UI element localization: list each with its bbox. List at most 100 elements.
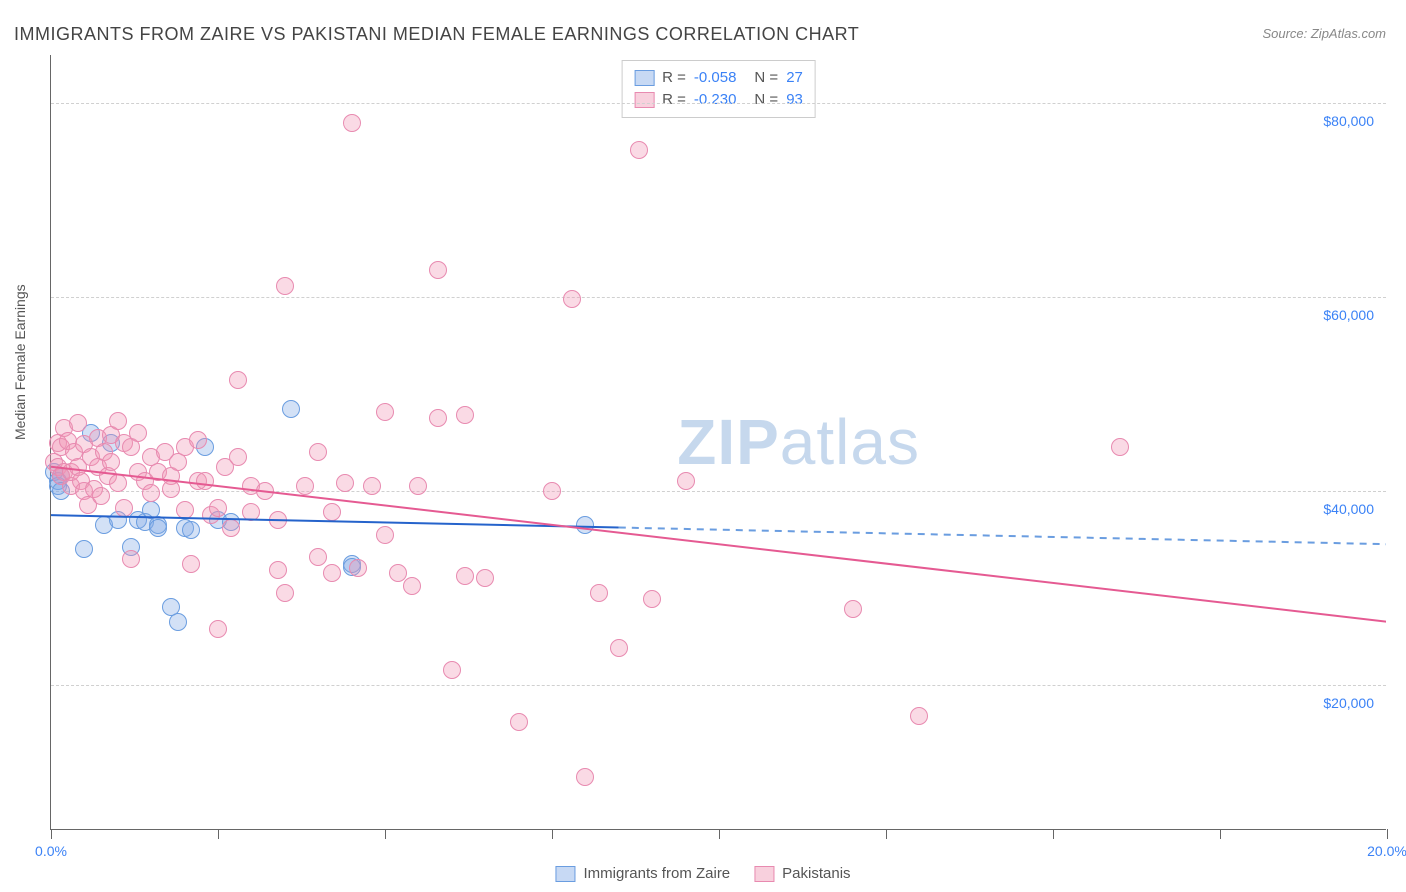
scatter-point	[476, 569, 494, 587]
scatter-point	[142, 484, 160, 502]
scatter-point	[403, 577, 421, 595]
scatter-point	[222, 519, 240, 537]
series-legend: Immigrants from Zaire Pakistanis	[555, 865, 850, 882]
scatter-point	[169, 613, 187, 631]
legend-label: Immigrants from Zaire	[583, 865, 730, 882]
scatter-point	[443, 661, 461, 679]
gridline	[51, 297, 1386, 298]
x-tick-mark	[1053, 829, 1054, 839]
scatter-point	[363, 477, 381, 495]
scatter-point	[309, 443, 327, 461]
x-tick-mark	[1220, 829, 1221, 839]
x-tick-mark	[218, 829, 219, 839]
scatter-point	[630, 141, 648, 159]
scatter-point	[196, 472, 214, 490]
legend-swatch	[634, 70, 654, 86]
stat-label: R =	[662, 67, 686, 89]
scatter-point	[610, 639, 628, 657]
x-tick-mark	[719, 829, 720, 839]
scatter-point	[115, 499, 133, 517]
y-tick-label: $20,000	[1323, 695, 1374, 711]
scatter-point	[576, 516, 594, 534]
scatter-point	[229, 448, 247, 466]
scatter-point	[149, 519, 167, 537]
scatter-point	[162, 480, 180, 498]
legend-swatch	[555, 866, 575, 882]
scatter-point	[543, 482, 561, 500]
x-tick-mark	[552, 829, 553, 839]
scatter-point	[102, 453, 120, 471]
y-tick-label: $40,000	[1323, 501, 1374, 517]
scatter-point	[456, 406, 474, 424]
scatter-point	[677, 472, 695, 490]
gridline	[51, 103, 1386, 104]
x-tick-mark	[51, 829, 52, 839]
scatter-point	[409, 477, 427, 495]
stat-r-value: -0.230	[694, 89, 737, 111]
scatter-point	[276, 277, 294, 295]
y-tick-label: $80,000	[1323, 113, 1374, 129]
scatter-point	[129, 424, 147, 442]
scatter-point	[844, 600, 862, 618]
scatter-point	[309, 548, 327, 566]
legend-swatch	[634, 92, 654, 108]
legend-item: Immigrants from Zaire	[555, 865, 730, 882]
x-tick-label: 20.0%	[1367, 843, 1406, 859]
scatter-point	[282, 400, 300, 418]
stat-label: R =	[662, 89, 686, 111]
legend-stats-row: R = -0.230N = 93	[634, 89, 803, 111]
scatter-point	[343, 114, 361, 132]
scatter-point	[376, 526, 394, 544]
scatter-point	[429, 409, 447, 427]
scatter-point	[276, 584, 294, 602]
scatter-point	[176, 501, 194, 519]
stat-label: N =	[754, 89, 778, 111]
scatter-point	[75, 540, 93, 558]
trend-lines	[51, 55, 1386, 829]
scatter-point	[256, 482, 274, 500]
scatter-point	[189, 431, 207, 449]
stat-r-value: -0.058	[694, 67, 737, 89]
scatter-point	[92, 487, 110, 505]
scatter-point	[269, 511, 287, 529]
legend-stats-row: R = -0.058 N = 27	[634, 67, 803, 89]
legend-label: Pakistanis	[782, 865, 850, 882]
stat-n-value: 27	[786, 67, 803, 89]
scatter-point	[209, 620, 227, 638]
gridline	[51, 685, 1386, 686]
scatter-point	[910, 707, 928, 725]
stat-label: N =	[754, 67, 778, 89]
x-tick-label: 0.0%	[35, 843, 67, 859]
scatter-point	[109, 474, 127, 492]
y-tick-label: $60,000	[1323, 307, 1374, 323]
scatter-point	[69, 414, 87, 432]
watermark: ZIPatlas	[677, 405, 920, 479]
scatter-point	[456, 567, 474, 585]
y-axis-label: Median Female Earnings	[12, 284, 28, 440]
stats-legend: R = -0.058N = 27R = -0.230N = 93	[621, 60, 816, 118]
scatter-point	[323, 503, 341, 521]
scatter-point	[122, 550, 140, 568]
scatter-point	[429, 261, 447, 279]
scatter-point	[182, 555, 200, 573]
scatter-point	[182, 521, 200, 539]
scatter-point	[1111, 438, 1129, 456]
scatter-point	[296, 477, 314, 495]
scatter-point	[563, 290, 581, 308]
scatter-point	[376, 403, 394, 421]
scatter-point	[109, 412, 127, 430]
source-label: Source: ZipAtlas.com	[1262, 26, 1386, 41]
scatter-point	[643, 590, 661, 608]
scatter-point	[349, 559, 367, 577]
x-tick-mark	[385, 829, 386, 839]
scatter-point	[323, 564, 341, 582]
x-tick-mark	[1387, 829, 1388, 839]
chart-title: IMMIGRANTS FROM ZAIRE VS PAKISTANI MEDIA…	[14, 24, 859, 45]
legend-item: Pakistanis	[754, 865, 850, 882]
scatter-point	[242, 503, 260, 521]
scatter-point	[209, 499, 227, 517]
scatter-point	[576, 768, 594, 786]
scatter-point	[336, 474, 354, 492]
scatter-point	[229, 371, 247, 389]
x-tick-mark	[886, 829, 887, 839]
